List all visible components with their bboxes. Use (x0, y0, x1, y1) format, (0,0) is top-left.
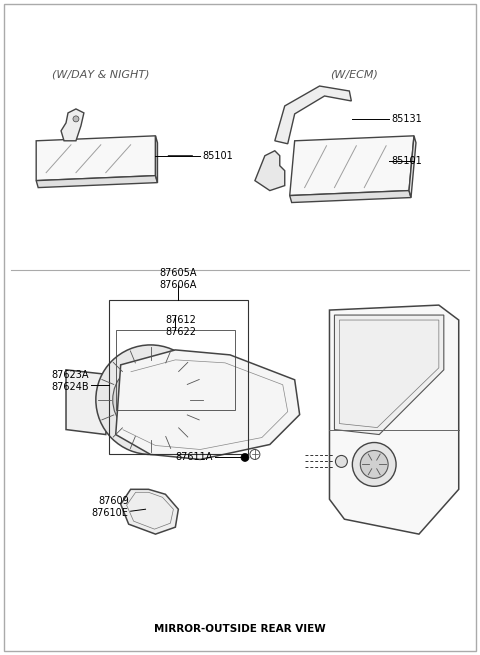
Polygon shape (290, 191, 411, 202)
Circle shape (113, 362, 188, 438)
Polygon shape (116, 350, 300, 459)
Text: 87605A: 87605A (160, 268, 197, 278)
Text: 85131: 85131 (391, 114, 422, 124)
Polygon shape (335, 315, 444, 434)
Circle shape (132, 382, 168, 418)
Polygon shape (275, 86, 351, 144)
Circle shape (96, 345, 205, 455)
Text: 87610E: 87610E (92, 508, 129, 518)
Text: (W/DAY & NIGHT): (W/DAY & NIGHT) (52, 69, 150, 79)
Circle shape (241, 453, 249, 461)
Text: 87612: 87612 (166, 315, 196, 325)
Text: 85101: 85101 (391, 156, 422, 166)
Text: 87624B: 87624B (51, 382, 89, 392)
Polygon shape (66, 370, 111, 434)
Bar (116, 330, 235, 409)
Circle shape (352, 443, 396, 486)
Text: 85101: 85101 (202, 151, 233, 160)
Text: 87623A: 87623A (51, 370, 89, 380)
Circle shape (73, 116, 79, 122)
Bar (109, 300, 248, 455)
Polygon shape (120, 489, 179, 534)
Polygon shape (255, 151, 285, 191)
Circle shape (336, 455, 348, 468)
Text: (W/ECM): (W/ECM) (330, 69, 378, 79)
Polygon shape (156, 136, 157, 183)
Polygon shape (61, 109, 84, 141)
Text: MIRROR-OUTSIDE REAR VIEW: MIRROR-OUTSIDE REAR VIEW (154, 624, 326, 633)
Circle shape (360, 451, 388, 478)
Circle shape (250, 449, 260, 459)
Polygon shape (329, 305, 459, 534)
Text: 87622: 87622 (166, 327, 196, 337)
Polygon shape (36, 136, 156, 181)
Polygon shape (36, 176, 157, 187)
Text: 87606A: 87606A (160, 280, 197, 290)
Text: 87609: 87609 (98, 496, 129, 506)
Polygon shape (409, 136, 416, 198)
Text: 87611A: 87611A (176, 453, 213, 462)
Polygon shape (290, 136, 414, 196)
